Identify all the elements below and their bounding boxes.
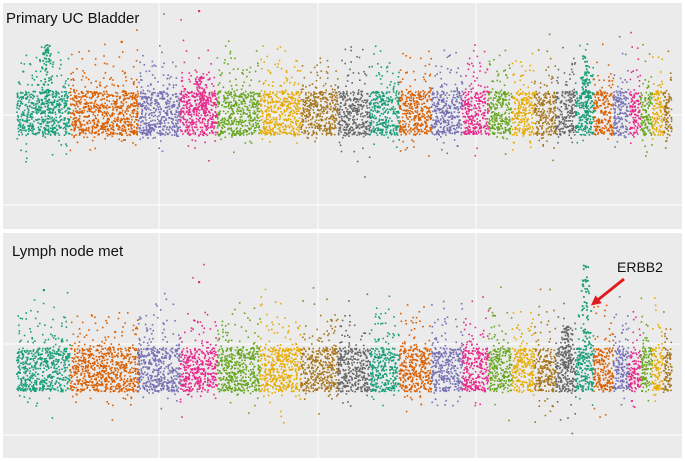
panel-background xyxy=(3,233,682,458)
chromosome-9-points xyxy=(337,46,371,178)
chromosome-5-points xyxy=(179,263,219,418)
panel-title: Primary UC Bladder xyxy=(6,10,139,27)
chromosome-24-points xyxy=(662,311,673,393)
chromosome-13-points xyxy=(461,44,490,157)
chromosome-7-points xyxy=(259,45,302,144)
chromosome-12-points xyxy=(430,300,464,407)
chromosome-10-points xyxy=(369,45,400,148)
peak-chromosome-18 xyxy=(575,55,595,114)
panel-primary-uc-bladder: Primary UC Bladder xyxy=(3,3,682,229)
chromosome-20-points xyxy=(612,296,630,406)
chromosome-14-points xyxy=(488,49,513,155)
chromosome-14-points xyxy=(488,286,513,422)
erbb2-label: ERBB2 xyxy=(617,259,663,275)
chromosome-4-points xyxy=(137,13,181,153)
chromosome-11-points xyxy=(398,50,433,157)
chromosome-6-points xyxy=(216,40,261,154)
points-group xyxy=(16,10,673,178)
outlier-point xyxy=(198,281,201,284)
outlier-point xyxy=(42,289,45,292)
chromosome-16-points xyxy=(533,288,557,423)
panel-title: Lymph node met xyxy=(12,243,124,260)
peak-chromosome-18 xyxy=(576,264,593,371)
chromosome-4-points xyxy=(137,292,181,410)
chromosome-1-points xyxy=(16,44,71,163)
chromosome-6-points xyxy=(216,302,261,414)
chromosome-10-points xyxy=(369,295,401,407)
chromosome-21-points xyxy=(628,31,642,145)
chromosome-3-points xyxy=(103,29,140,146)
chromosome-15-points xyxy=(511,52,536,151)
chromosome-23-points xyxy=(651,297,664,402)
chromosome-11-points xyxy=(398,304,433,413)
chromosome-24-points xyxy=(662,50,673,149)
points-group xyxy=(16,263,673,435)
chromosome-3-points xyxy=(103,312,140,421)
erbb2-arrow xyxy=(590,277,625,306)
outlier-point xyxy=(198,10,201,13)
chromosome-20-points xyxy=(612,35,630,148)
chromosome-17-points xyxy=(555,46,577,144)
chromosome-15-points xyxy=(511,311,536,396)
chromosome-22-points xyxy=(640,43,654,157)
chromosome-7-points xyxy=(259,288,302,424)
chromosome-22-points xyxy=(640,297,653,402)
chromosome-8-points xyxy=(300,287,339,415)
peak-chromosome-5 xyxy=(193,75,210,114)
peak-chromosome-17 xyxy=(554,325,574,369)
chromosome-13-points xyxy=(461,296,490,407)
chromosome-21-points xyxy=(628,311,642,409)
outlier-point xyxy=(120,40,123,43)
peak-chromosome-1 xyxy=(36,44,54,114)
chromosome-19-points xyxy=(593,43,615,140)
panel-lymph-node-met: Lymph node met ERBB2 xyxy=(3,233,682,458)
chromosome-8-points xyxy=(300,57,339,143)
chromosome-12-points xyxy=(430,49,464,155)
chromosome-2-points xyxy=(69,314,106,403)
chromosome-23-points xyxy=(651,56,664,140)
chromosome-1-points xyxy=(16,291,71,419)
chromosome-9-points xyxy=(337,293,371,407)
chromosome-19-points xyxy=(593,292,615,418)
